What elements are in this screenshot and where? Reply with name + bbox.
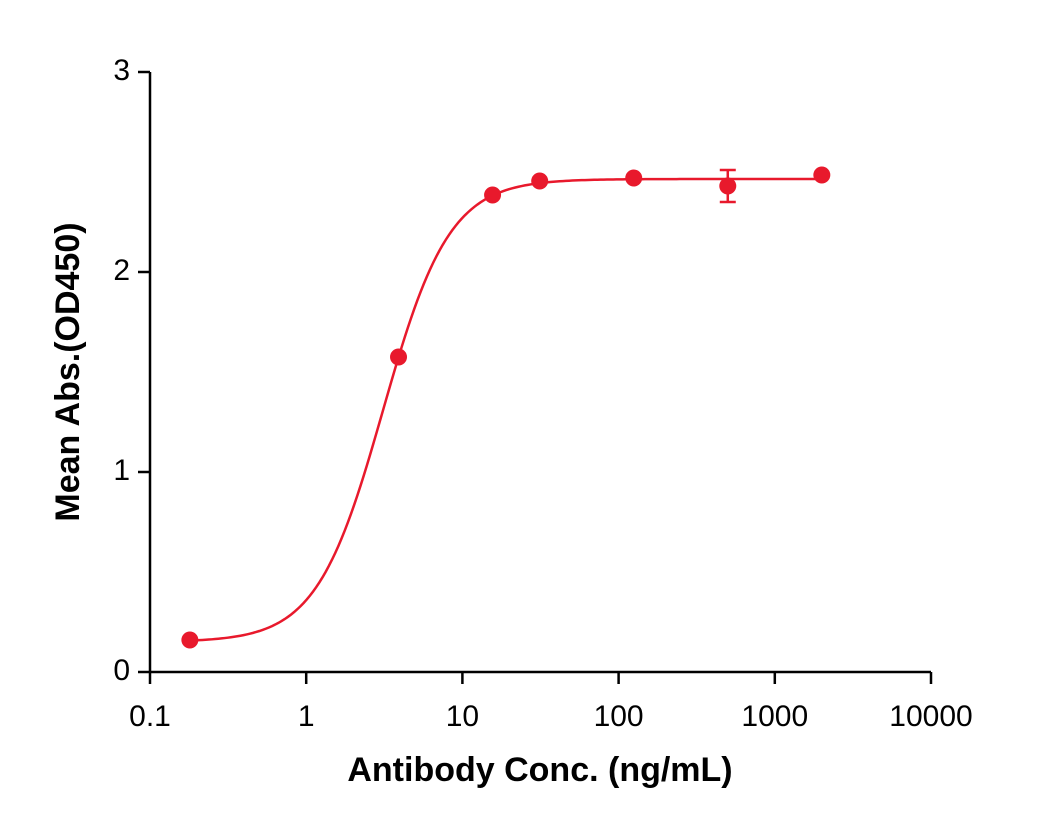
x-tick-label: 1000 [741, 700, 808, 733]
point [390, 348, 408, 366]
fit-curve [189, 177, 822, 642]
point [625, 169, 643, 187]
x-tick-label: 0.1 [129, 700, 171, 733]
y-tick-label: 0 [113, 654, 130, 687]
point [813, 166, 831, 184]
x-tick-label: 1 [298, 700, 315, 733]
point [719, 177, 737, 195]
point [531, 172, 549, 190]
x-axis-title: Antibody Conc. (ng/mL) [347, 751, 732, 789]
point [181, 631, 199, 649]
x-tick-label: 10 [446, 700, 479, 733]
x-tick-label: 10000 [889, 700, 972, 733]
y-tick-label: 3 [113, 54, 130, 87]
x-tick-label: 100 [594, 700, 644, 733]
point [484, 186, 502, 204]
y-tick-label: 1 [113, 454, 130, 487]
y-tick-label: 2 [113, 254, 130, 287]
y-axis-title: Mean Abs.(OD450) [49, 222, 87, 521]
